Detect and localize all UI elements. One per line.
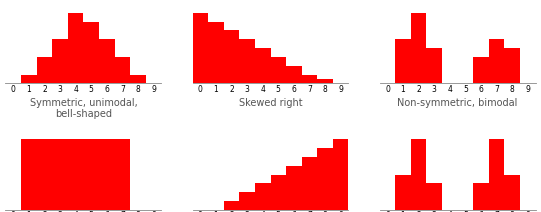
Bar xyxy=(21,74,37,83)
Bar xyxy=(411,139,426,210)
Bar xyxy=(52,39,68,83)
Bar xyxy=(286,66,302,83)
X-axis label: Symmetric, unimodal,
bell-shaped: Symmetric, unimodal, bell-shaped xyxy=(30,98,137,120)
Bar xyxy=(193,13,208,83)
Bar xyxy=(255,183,270,210)
Bar xyxy=(473,57,489,83)
Bar xyxy=(317,79,333,83)
Bar xyxy=(21,139,37,210)
Bar xyxy=(130,74,146,83)
Bar xyxy=(504,174,520,210)
Bar xyxy=(83,22,99,83)
Bar xyxy=(99,139,115,210)
Bar xyxy=(302,74,317,83)
Bar xyxy=(52,139,68,210)
Bar xyxy=(37,139,52,210)
Bar xyxy=(224,201,239,210)
Bar xyxy=(99,39,115,83)
Bar xyxy=(239,39,255,83)
Bar xyxy=(239,192,255,210)
Bar xyxy=(270,174,286,210)
Bar xyxy=(68,139,83,210)
Bar xyxy=(504,48,520,83)
X-axis label: Non-symmetric, bimodal: Non-symmetric, bimodal xyxy=(398,98,518,108)
Bar xyxy=(317,148,333,210)
Bar xyxy=(302,157,317,210)
Bar xyxy=(224,30,239,83)
Bar xyxy=(489,39,504,83)
Bar xyxy=(286,166,302,210)
Bar xyxy=(395,39,411,83)
Bar xyxy=(68,13,83,83)
Bar xyxy=(426,48,442,83)
Bar xyxy=(115,139,130,210)
Bar xyxy=(489,139,504,210)
Bar xyxy=(395,174,411,210)
Bar xyxy=(426,183,442,210)
Bar xyxy=(411,13,426,83)
Bar xyxy=(333,139,348,210)
Bar xyxy=(473,183,489,210)
Bar xyxy=(115,57,130,83)
Bar xyxy=(37,57,52,83)
Bar xyxy=(83,139,99,210)
X-axis label: Skewed right: Skewed right xyxy=(239,98,302,108)
Bar xyxy=(255,48,270,83)
Bar xyxy=(270,57,286,83)
Bar xyxy=(208,22,224,83)
